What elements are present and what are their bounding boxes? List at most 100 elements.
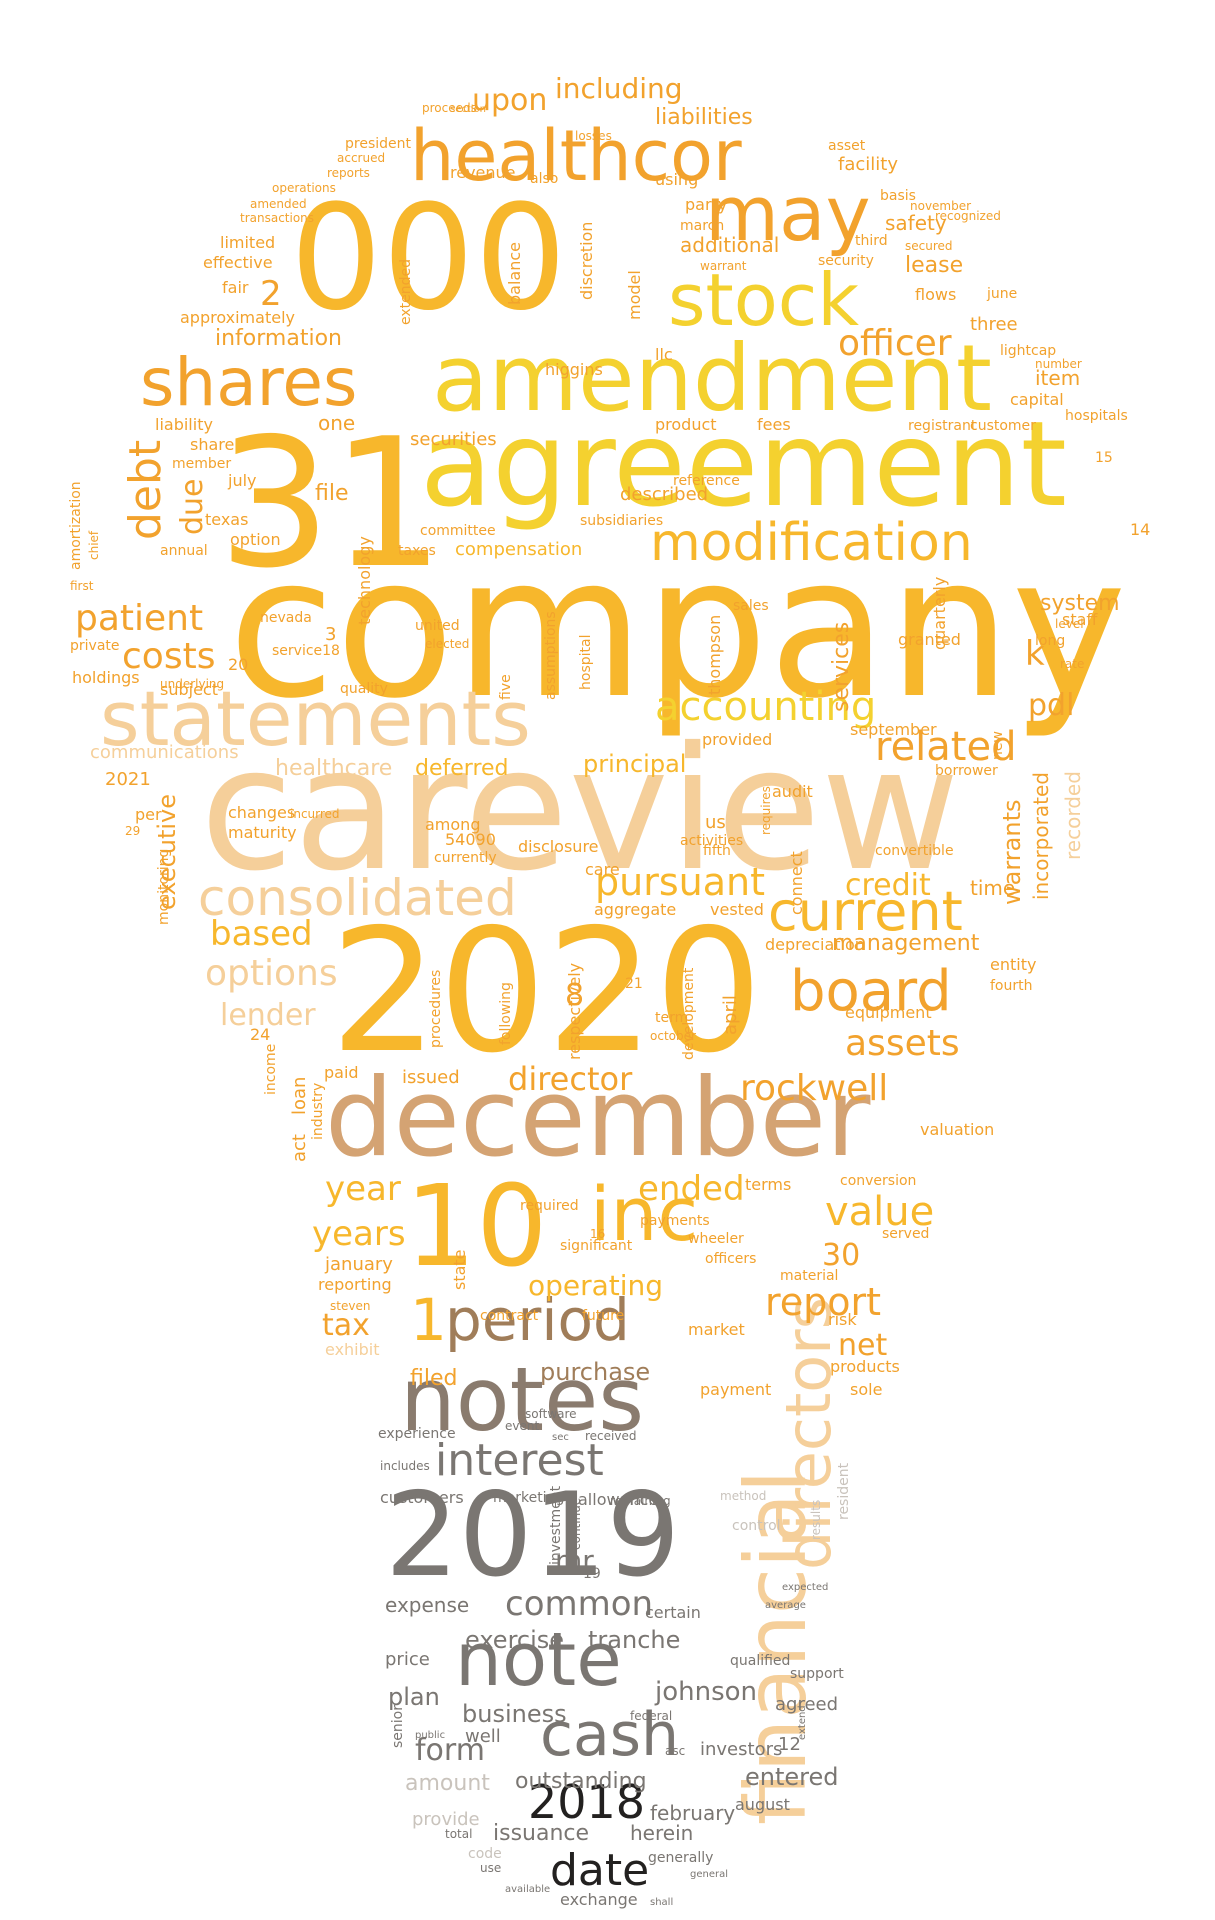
word-llc: significant	[560, 1238, 633, 1254]
word-reporting: reporting	[318, 1275, 392, 1294]
word-director: director	[508, 1060, 633, 1098]
word-new: granted	[898, 630, 961, 649]
word-10: 10	[405, 1162, 548, 1292]
word-term: term	[655, 1010, 688, 1026]
word-1: 1	[410, 1286, 447, 1354]
word-activities: borrower	[935, 763, 998, 779]
word-flows: flows	[915, 285, 956, 304]
word-remaining: includes	[380, 1459, 430, 1473]
word-december: december	[325, 1056, 871, 1181]
word-june: june	[986, 286, 1017, 302]
word-respectively: respectively	[565, 963, 584, 1060]
word-vested: vested	[710, 900, 764, 919]
word-november: warrant	[700, 259, 747, 273]
word-nevada: shall	[650, 1897, 673, 1908]
word-notes: notes	[400, 1348, 644, 1451]
word-officer: officer	[838, 323, 952, 364]
word-lender: lender	[220, 998, 316, 1033]
word-support: results	[809, 1500, 823, 1540]
word-pursuant: pursuant	[595, 860, 765, 904]
word-johnson: johnson	[654, 1677, 757, 1707]
word-risk: risk	[828, 1310, 857, 1329]
word-credit: credit	[845, 868, 931, 903]
word-purchase: purchase	[540, 1358, 650, 1386]
word-investors: investors	[700, 1739, 782, 1760]
word-4: 21	[625, 976, 643, 992]
word-5: 20	[228, 655, 248, 674]
word-note: note	[455, 1617, 622, 1703]
word-directors: directors	[772, 1297, 845, 1570]
word-steven: 16	[590, 1227, 605, 1241]
word-products: products	[830, 1357, 900, 1376]
word-total: senior	[390, 1705, 406, 1748]
word-procedures: procedures	[428, 970, 444, 1048]
word-qualified: resident	[836, 1462, 852, 1520]
word-company: company	[228, 514, 1127, 741]
word-generally: public	[415, 1730, 445, 1741]
word-patient: patient	[75, 598, 203, 639]
word-entered: entered	[745, 1763, 839, 1791]
word-available: code	[468, 1846, 502, 1862]
word-consolidated: consolidated	[198, 869, 517, 927]
word-accounting: accounting	[655, 684, 876, 730]
word-changes: changes	[228, 803, 295, 822]
word-payments: payments	[640, 1213, 710, 1229]
word-executive: executive	[153, 794, 181, 910]
word-president: balance	[505, 242, 524, 305]
word-9: 14	[1130, 520, 1150, 539]
word-sole: sole	[850, 1380, 882, 1399]
word-results: 19	[583, 1566, 601, 1582]
word-lease: lease	[905, 253, 963, 278]
word-12: 12	[778, 1734, 801, 1755]
word-accrued: operations	[272, 181, 336, 195]
word-well: support	[790, 1666, 844, 1682]
word-federal: expected	[782, 1582, 828, 1593]
word-discretion: private	[70, 638, 120, 654]
word-related: related	[875, 724, 1016, 770]
word-disclosure: disclosure	[518, 837, 599, 856]
word-option: option	[230, 530, 281, 549]
word-54090: 54090	[445, 830, 496, 849]
word-march: march	[680, 218, 724, 234]
word-required: required	[520, 1198, 579, 1214]
word-20: valuation	[920, 1120, 994, 1139]
word-model: five	[498, 674, 514, 700]
word-party: party	[685, 195, 727, 214]
word-contract: contract	[480, 1308, 539, 1324]
word-fees: number	[1035, 357, 1082, 371]
word-significant: connect	[787, 851, 806, 915]
word-30: 30	[822, 1238, 860, 1273]
word-customers: november	[910, 199, 971, 213]
word-senior: federal	[630, 1709, 672, 1723]
word-february: february	[650, 1801, 735, 1825]
word-8: 8	[565, 978, 584, 1013]
word-higgins: assumptions	[543, 611, 559, 700]
word-filed: filed	[410, 1366, 457, 1391]
word-five: amortization	[68, 481, 84, 570]
word-committee: registrant	[908, 418, 977, 434]
word-continue: marketing	[493, 1490, 564, 1506]
word-development: development	[681, 967, 697, 1060]
word-industry: industry	[310, 1083, 326, 1140]
word-due: due	[175, 478, 210, 535]
word-state: requires	[759, 786, 773, 835]
word-technology: service18	[272, 643, 340, 659]
word-financial: financial	[727, 1470, 825, 1825]
word-exercise: exercise	[465, 1626, 564, 1654]
word-healthcare: healthcare	[275, 756, 392, 781]
word-2: 2	[260, 274, 282, 314]
word-shall: total	[445, 1827, 472, 1841]
word-cash: cash	[540, 1700, 679, 1770]
word-proceeds: transactions	[240, 211, 314, 225]
word-certain: certain	[645, 1603, 701, 1622]
word-average: method	[720, 1489, 766, 1503]
word-control: remaining	[610, 1494, 671, 1508]
word-herein: herein	[630, 1821, 693, 1845]
word-liabilities: liabilities	[655, 105, 753, 130]
word-texas: texas	[205, 510, 248, 529]
word-section: president	[345, 136, 412, 152]
word-16: activities	[680, 833, 743, 849]
word-careview: careview	[200, 711, 960, 909]
word-19: allowance	[578, 1490, 658, 1509]
word-requires: fifth	[703, 843, 731, 859]
